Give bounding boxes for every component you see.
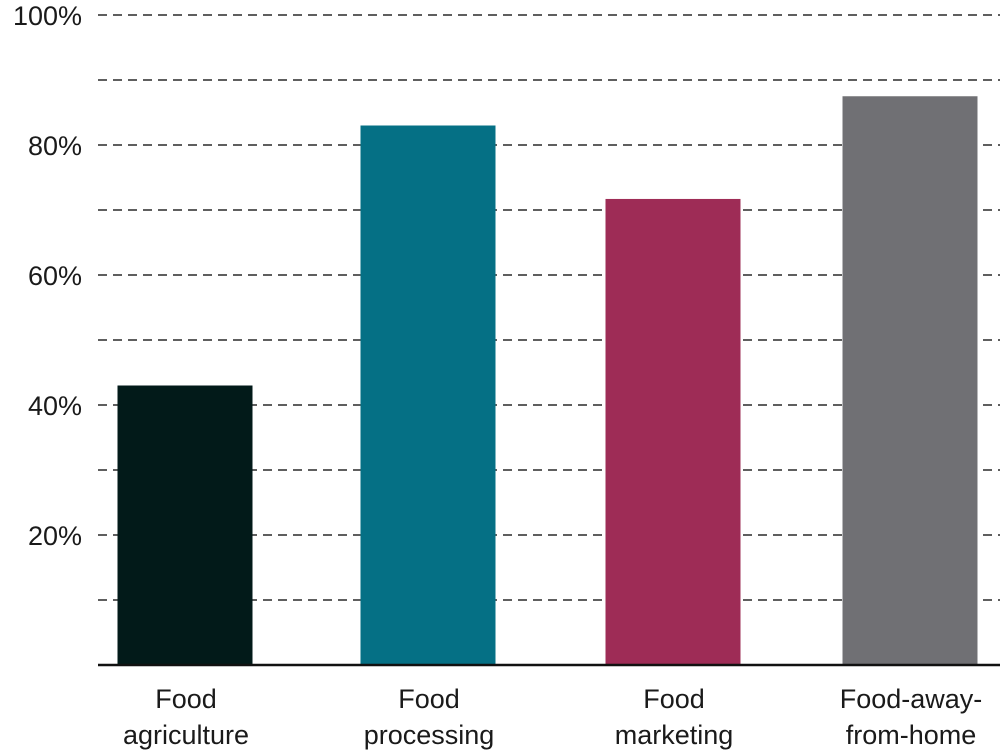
bars: [117, 96, 978, 665]
y-tick-labels: 20% 40% 60% 80% 100%: [13, 1, 82, 551]
category-label: Food agriculture: [123, 684, 249, 750]
category-label-line: Food: [155, 684, 217, 714]
bar-food-marketing: [605, 198, 741, 665]
category-label-line: Food: [643, 684, 705, 714]
y-tick-label: 100%: [13, 1, 82, 31]
category-label-line: agriculture: [123, 720, 249, 750]
bar-food-processing: [360, 125, 496, 665]
category-labels: Food agriculture Food processing Food marketi…: [123, 684, 982, 750]
category-label-line: processing: [364, 720, 495, 750]
y-tick-label: 20%: [28, 521, 82, 551]
category-label-line: marketing: [615, 720, 734, 750]
y-tick-label: 60%: [28, 261, 82, 291]
category-label: Food-away-from-home: [840, 684, 983, 750]
y-tick-label: 80%: [28, 131, 82, 161]
bar-food-away-from-home: [842, 96, 978, 665]
category-label-line: Food-away-: [840, 684, 983, 714]
category-label-line: Food: [398, 684, 460, 714]
category-label: Food processing: [364, 684, 495, 750]
category-label-line: from-home: [846, 720, 977, 750]
category-label: Food marketing: [615, 684, 734, 750]
bar-food-agriculture: [117, 385, 253, 665]
y-tick-label: 40%: [28, 391, 82, 421]
